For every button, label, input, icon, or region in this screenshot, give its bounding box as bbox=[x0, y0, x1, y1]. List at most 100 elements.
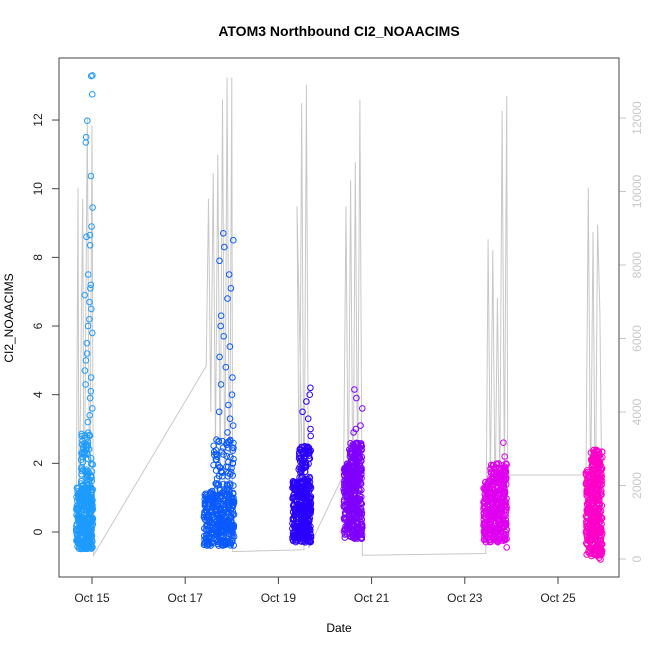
data-point bbox=[220, 230, 227, 237]
data-point bbox=[359, 405, 366, 412]
data-point bbox=[497, 464, 505, 472]
data-point bbox=[595, 554, 603, 562]
data-point bbox=[89, 204, 96, 211]
data-point bbox=[208, 530, 215, 537]
data-point bbox=[217, 505, 224, 513]
data-point bbox=[81, 291, 88, 299]
data-point bbox=[503, 474, 510, 482]
data-point bbox=[304, 415, 312, 423]
data-point bbox=[597, 547, 605, 555]
data-point bbox=[493, 484, 501, 491]
data-point bbox=[215, 542, 222, 549]
data-point bbox=[346, 498, 354, 506]
data-point bbox=[222, 363, 230, 371]
data-point bbox=[81, 490, 89, 498]
data-point bbox=[495, 538, 502, 545]
series-1 bbox=[73, 72, 97, 553]
data-point bbox=[498, 477, 505, 484]
data-point bbox=[78, 478, 85, 485]
data-point bbox=[224, 498, 232, 506]
data-point bbox=[291, 479, 299, 486]
data-point bbox=[83, 233, 90, 241]
data-point bbox=[226, 480, 234, 487]
data-point bbox=[290, 533, 298, 541]
data-point bbox=[487, 498, 495, 506]
data-point bbox=[210, 442, 217, 450]
data-point bbox=[351, 386, 358, 393]
data-point bbox=[80, 449, 87, 457]
data-point bbox=[597, 454, 604, 462]
data-point bbox=[595, 461, 602, 469]
data-point bbox=[303, 495, 311, 502]
data-point bbox=[490, 535, 497, 542]
data-point bbox=[301, 464, 308, 472]
data-point bbox=[227, 517, 235, 524]
data-point bbox=[293, 488, 301, 495]
data-point bbox=[209, 511, 216, 519]
y-tick-label: 6 bbox=[31, 322, 45, 329]
data-point bbox=[289, 484, 296, 492]
x-tick-label: Oct 21 bbox=[354, 591, 390, 605]
data-point bbox=[480, 510, 488, 517]
data-point bbox=[501, 453, 509, 460]
data-point bbox=[224, 429, 231, 436]
data-point bbox=[297, 469, 304, 476]
data-point bbox=[302, 504, 309, 512]
data-point bbox=[87, 72, 95, 80]
data-point bbox=[307, 425, 314, 433]
data-point bbox=[84, 322, 92, 330]
data-point bbox=[81, 367, 89, 374]
data-point bbox=[85, 271, 92, 278]
data-point bbox=[290, 494, 297, 501]
secondary-y-tick-label: 4000 bbox=[630, 398, 644, 425]
data-point bbox=[356, 510, 363, 517]
data-point bbox=[82, 357, 90, 364]
series-2 bbox=[200, 230, 238, 549]
data-point bbox=[83, 339, 91, 347]
data-point bbox=[78, 482, 86, 490]
data-point bbox=[593, 526, 601, 533]
data-point bbox=[353, 458, 360, 466]
data-point bbox=[224, 295, 231, 302]
data-point bbox=[213, 436, 220, 443]
data-point bbox=[210, 529, 217, 536]
x-tick-label: Oct 19 bbox=[261, 591, 297, 605]
data-point bbox=[201, 501, 209, 508]
data-point bbox=[307, 432, 315, 440]
data-point bbox=[219, 480, 227, 488]
data-point bbox=[502, 460, 510, 467]
data-point bbox=[79, 481, 87, 489]
data-point bbox=[501, 535, 509, 543]
data-point bbox=[304, 447, 312, 455]
data-point bbox=[79, 466, 87, 474]
data-point bbox=[87, 538, 94, 546]
data-point bbox=[345, 496, 352, 504]
data-point bbox=[347, 492, 354, 500]
data-point bbox=[81, 431, 88, 439]
data-point bbox=[217, 467, 225, 475]
y-tick-label: 4 bbox=[31, 391, 45, 398]
secondary-y-tick-label: 8000 bbox=[630, 251, 644, 278]
data-point bbox=[598, 548, 605, 556]
data-point bbox=[496, 504, 503, 512]
data-point bbox=[583, 520, 590, 527]
data-point bbox=[357, 480, 365, 488]
data-point bbox=[598, 466, 605, 474]
data-point bbox=[85, 509, 92, 516]
series-5 bbox=[480, 439, 511, 551]
data-point bbox=[78, 432, 86, 440]
data-point bbox=[226, 343, 234, 350]
data-point bbox=[78, 521, 86, 529]
data-point bbox=[88, 305, 95, 313]
data-point bbox=[218, 541, 225, 549]
data-point bbox=[220, 487, 228, 494]
data-point bbox=[343, 505, 351, 513]
data-point bbox=[493, 470, 501, 478]
data-point bbox=[81, 535, 89, 543]
data-point bbox=[585, 537, 593, 545]
data-point bbox=[595, 504, 602, 512]
data-point bbox=[210, 448, 218, 456]
data-point bbox=[303, 398, 310, 405]
data-point bbox=[223, 522, 231, 530]
data-point bbox=[89, 461, 96, 468]
